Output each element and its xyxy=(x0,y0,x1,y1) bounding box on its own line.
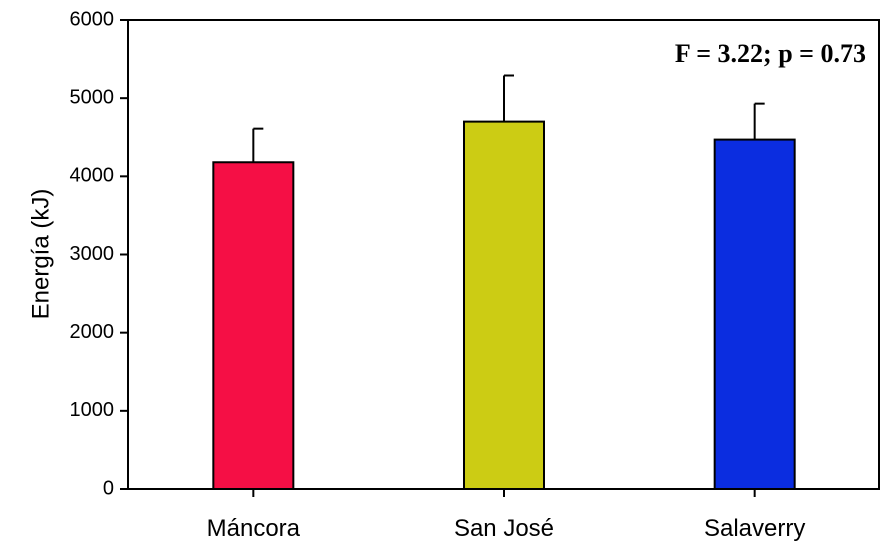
error-bars xyxy=(252,74,765,163)
bars xyxy=(212,120,796,490)
bar xyxy=(463,120,545,490)
y-tick-label: 0 xyxy=(103,477,114,499)
x-tick-label: Salaverry xyxy=(704,515,805,542)
stats-annotation: F = 3.22; p = 0.73 xyxy=(675,39,866,68)
x-tick-label: San José xyxy=(454,515,554,542)
y-tick-label: 6000 xyxy=(70,8,115,30)
y-axis-ticks: 0 1000 2000 3000 4000 5000 6000 xyxy=(70,8,128,499)
y-tick-label: 1000 xyxy=(70,399,115,421)
x-axis-ticks: Máncora San José Salaverry xyxy=(207,489,805,542)
bar xyxy=(212,161,295,490)
bar xyxy=(713,138,796,490)
y-axis-title: Energía (kJ) xyxy=(27,189,54,320)
x-tick-label: Máncora xyxy=(207,515,301,542)
y-tick-label: 4000 xyxy=(70,165,115,187)
y-tick-label: 2000 xyxy=(70,321,115,343)
y-tick-label: 5000 xyxy=(70,86,115,108)
y-tick-label: 3000 xyxy=(70,243,115,265)
